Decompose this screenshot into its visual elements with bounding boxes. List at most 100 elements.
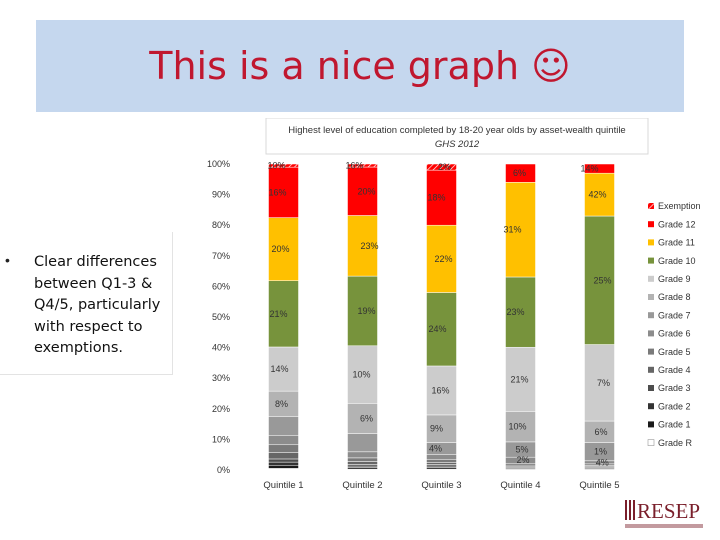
bar-segment-exemption (347, 163, 378, 168)
data-label: 6% (513, 168, 526, 178)
y-tick-label: 90% (212, 190, 230, 200)
data-label: 14% (270, 364, 288, 374)
bar-segment-grade-9 (584, 344, 615, 422)
x-tick-label: Quintile 2 (342, 480, 382, 491)
bar-segment-grade-6 (347, 451, 378, 459)
legend-swatch (648, 275, 654, 282)
legend-swatch (648, 403, 654, 410)
legend-label: Grade 12 (658, 219, 696, 229)
bar-segment-grade-8 (426, 414, 457, 443)
legend-label: Grade 10 (658, 256, 696, 266)
data-label: 19% (357, 306, 375, 316)
bar-segment-grade-9 (268, 346, 299, 392)
slide-title: This is a nice graph ☺ (149, 44, 571, 88)
bar-segment-grade-12 (505, 163, 536, 183)
data-label: 2% (516, 455, 529, 465)
y-tick-label: 30% (212, 373, 230, 383)
data-label: 9% (430, 424, 443, 434)
logo-text: RESEP (637, 499, 700, 523)
bar-segment-exemption (268, 163, 299, 168)
y-axis: 0% 10% 20% 30% 40% 50% 60% 70% 80% 90% 100% (207, 159, 230, 475)
logo-mark-icon (625, 500, 635, 520)
data-label: 18% (427, 193, 445, 203)
data-label: 21% (269, 309, 287, 319)
legend-label: Grade 9 (658, 274, 691, 284)
data-label: 10% (352, 370, 370, 380)
bar-segment-grade-12 (347, 166, 378, 216)
data-label: 1% (594, 447, 607, 457)
data-label: 23% (506, 307, 524, 317)
bar-segment-grade-12 (426, 169, 457, 226)
data-label: 16% (345, 161, 363, 171)
data-label: 7% (597, 378, 610, 388)
bar-segment-grade-5 (347, 457, 378, 462)
x-tick-label: Quintile 1 (263, 480, 303, 491)
data-label: 42% (588, 190, 606, 200)
bar-segment-grade-8 (505, 411, 536, 443)
bullet-dot-icon: • (5, 252, 10, 268)
legend-label: Grade 3 (658, 383, 691, 393)
bar-segment-grade-10 (347, 275, 378, 347)
logo-underline (625, 524, 703, 528)
data-label: 8% (275, 399, 288, 409)
legend-swatch (647, 439, 655, 446)
legend-swatch (648, 385, 654, 391)
chart-subtitle: GHS 2012 (435, 139, 480, 150)
legend-swatch (648, 330, 654, 337)
bar-segment-grade-10 (505, 276, 536, 348)
bar-segment-grade-9 (347, 345, 378, 404)
bar-segment-grade-5 (268, 444, 299, 453)
x-tick-label: Quintile 5 (579, 480, 619, 491)
bar-segment-grade-5 (426, 459, 457, 463)
bar-segment-grade-4 (347, 461, 378, 465)
chart-title: Highest level of education completed by … (288, 125, 625, 136)
data-label: 16% (268, 187, 286, 197)
bar-segment-grade-10 (584, 215, 615, 345)
legend-label: Grade 2 (658, 401, 691, 411)
bar-segment-grade-10 (268, 280, 299, 348)
bar-segment-grade-11 (584, 172, 615, 217)
bar-segment-grade-11 (426, 224, 457, 293)
legend-swatch (648, 294, 654, 300)
stacked-bar-chart: Highest level of education completed by … (207, 118, 701, 491)
data-label: 23% (360, 241, 378, 251)
x-tick-label: Quintile 3 (421, 480, 461, 491)
y-tick-label: 0% (217, 465, 230, 475)
y-tick-label: 50% (212, 312, 230, 322)
bar-segment-grade-11 (505, 182, 536, 278)
data-label: 10% (508, 422, 526, 432)
legend-label: Grade 11 (658, 238, 695, 248)
data-label: 20% (357, 186, 375, 196)
legend-label: Grade 7 (658, 310, 691, 320)
y-tick-label: 20% (212, 404, 230, 414)
bullet-box: • Clear differences between Q1-3 & Q4/5,… (0, 232, 173, 375)
legend-swatch (648, 239, 654, 246)
data-label: 2% (438, 162, 451, 172)
bar-segment-grade-1 (268, 465, 299, 469)
bar-segment-grade-2 (268, 461, 299, 466)
data-label: 24% (428, 324, 446, 334)
data-labels: 8% 14% 21% 20% 16% 10% 6% 10% 19% 23% 20% 16% 4% 9% 16… (267, 161, 611, 468)
legend-swatch (648, 348, 654, 355)
bar-segment-grade-4 (268, 452, 299, 460)
y-tick-label: 70% (212, 251, 230, 261)
legend-label: Exemption (658, 201, 701, 211)
bars (268, 163, 615, 471)
legend-swatch (648, 366, 654, 373)
bar-segment-grade-11 (268, 217, 299, 281)
data-label: 6% (594, 427, 607, 437)
x-axis: Quintile 1 Quintile 2 Quintile 3 Quintile 4… (263, 480, 619, 491)
data-label: 31% (503, 225, 521, 235)
bar-segment-grade-7 (347, 433, 378, 453)
bar-segment-grade-4 (426, 462, 457, 465)
legend-label: Grade 6 (658, 329, 691, 339)
legend-swatch (648, 203, 654, 209)
legend-swatch (648, 312, 654, 319)
bar-segment-grade-11 (347, 215, 378, 277)
data-label: 5% (515, 445, 528, 455)
data-label: 21% (510, 374, 528, 384)
legend-swatch (648, 257, 654, 264)
data-label: 14% (580, 164, 598, 174)
legend-swatch (648, 421, 654, 428)
data-label: 22% (434, 254, 452, 264)
